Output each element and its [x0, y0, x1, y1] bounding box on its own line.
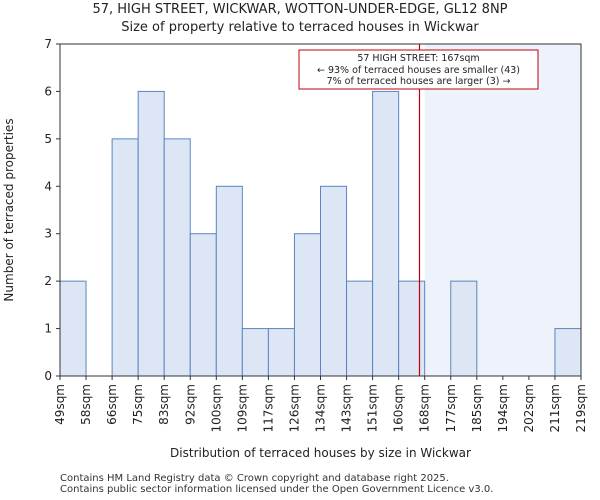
annotation-line-2: ← 93% of terraced houses are smaller (43…: [317, 65, 520, 76]
shaded-region: [424, 44, 581, 376]
x-axis-label: Distribution of terraced houses by size …: [170, 446, 471, 460]
y-tick-label: 3: [44, 227, 52, 241]
y-tick-label: 0: [44, 369, 52, 383]
bar-49sqm: [59, 280, 87, 377]
bar-117sqm: [267, 328, 295, 377]
y-axis-label: Number of terraced properties: [2, 118, 16, 301]
footer-attribution-line-1: Contains HM Land Registry data © Crown c…: [60, 473, 449, 484]
bar-151sqm: [372, 90, 400, 377]
x-tick-label: 117sqm: [261, 384, 275, 432]
x-tick-label: 168sqm: [418, 384, 432, 432]
annotation-box: 57 HIGH STREET: 167sqm ← 93% of terraced…: [298, 49, 539, 90]
x-tick-label: 160sqm: [392, 384, 406, 432]
x-tick-label: 202sqm: [522, 384, 536, 432]
x-tick-label: 219sqm: [574, 384, 588, 432]
chart-title: 57, HIGH STREET, WICKWAR, WOTTON-UNDER-E…: [92, 2, 508, 17]
chart-subtitle: Size of property relative to terraced ho…: [121, 20, 479, 35]
x-tick-label: 126sqm: [287, 384, 301, 432]
bar-chart: 0 1 2 3 4 5 6 7 49sqm 58sqm 66sqm 75sqm 83sqm 92sqm 1…: [2, 37, 588, 460]
x-tick-label: 134sqm: [314, 384, 328, 432]
y-tick-label: 6: [44, 84, 52, 98]
y-tick-label: 1: [44, 322, 52, 336]
x-tick-label: 75sqm: [131, 384, 145, 425]
bar-92sqm: [189, 233, 217, 377]
bar-160sqm: [398, 280, 426, 377]
x-tick-label: 83sqm: [157, 384, 171, 425]
bar-83sqm: [163, 138, 191, 377]
y-tick-label: 2: [44, 274, 52, 288]
bar-134sqm: [320, 185, 348, 377]
annotation-line-1: 57 HIGH STREET: 167sqm: [357, 53, 479, 64]
x-tick-label: 177sqm: [444, 384, 458, 432]
x-tick-label: 92sqm: [183, 384, 197, 425]
bar-211sqm: [554, 328, 582, 377]
footer-attribution-line-2: Contains public sector information licen…: [60, 484, 494, 495]
x-tick-label: 58sqm: [79, 384, 93, 425]
bar-75sqm: [137, 90, 165, 377]
bar-109sqm: [241, 328, 269, 377]
annotation-line-3: 7% of terraced houses are larger (3) →: [327, 76, 511, 87]
x-tick-label: 66sqm: [105, 384, 119, 425]
x-tick-label: 49sqm: [53, 384, 67, 425]
x-tick-label: 100sqm: [209, 384, 223, 432]
y-tick-label: 7: [44, 37, 52, 51]
y-tick-label: 4: [44, 179, 52, 193]
x-tick-label: 194sqm: [496, 384, 510, 432]
bar-100sqm: [215, 185, 243, 377]
y-tick-label: 5: [44, 132, 52, 146]
bar-66sqm: [111, 138, 139, 377]
bar-126sqm: [293, 233, 322, 377]
x-tick-label: 109sqm: [235, 384, 249, 432]
x-tick-label: 151sqm: [366, 384, 380, 432]
bar-177sqm: [450, 280, 478, 377]
x-tick-label: 143sqm: [340, 384, 354, 432]
x-tick-label: 211sqm: [548, 384, 562, 432]
bar-143sqm: [346, 280, 374, 377]
x-tick-label: 185sqm: [470, 384, 484, 432]
